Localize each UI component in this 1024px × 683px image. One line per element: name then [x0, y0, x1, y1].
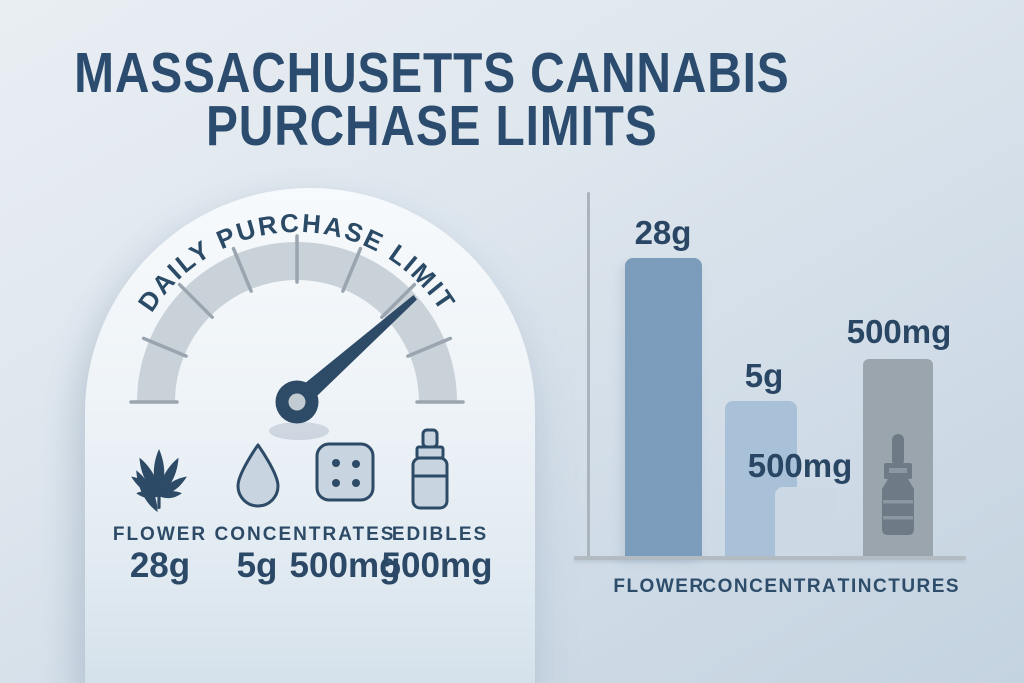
cannabis-leaf-icon [131, 449, 187, 514]
gauge-ticks [129, 234, 465, 404]
bar-value-concentrates: 5g [744, 357, 784, 394]
gauge-value-flower: 28g [129, 546, 191, 585]
gauge-band [137, 242, 457, 402]
daily-limit-gauge-card: DAILY PURCHASE LIMIT [85, 188, 535, 683]
bar-value-tinctures: 500mg [846, 313, 952, 350]
x-axis-label-concentrates: CONCENTRA″ [702, 576, 842, 597]
x-axis-label-flower: FLOWER [613, 576, 705, 597]
title-text-2: PURCHASE LIMITS [206, 94, 658, 158]
bar-value-edibles: 500mg [747, 447, 853, 484]
chart-y-axis [587, 192, 590, 558]
gauge-value-concentrates: 5g [236, 546, 278, 585]
bar-edibles [775, 487, 837, 556]
bar-tinctures [863, 359, 933, 556]
needle-shadow [269, 422, 329, 440]
bar-value-flower: 28g [634, 214, 692, 251]
x-axis-label-tinctures: TINCTURES [837, 576, 961, 597]
tincture-bottle-icon [882, 434, 914, 535]
page-title-line1: MASSACHUSETTS CANNABIS [0, 40, 864, 106]
gauge-needle [290, 295, 417, 409]
gauge-label-edibles: EDIBLES [391, 524, 489, 545]
droplet-icon [236, 443, 280, 508]
x-label-superscript-mark: ″ [837, 576, 842, 587]
chart-baseline [574, 556, 966, 560]
gauge-label-concentrates: CONCENTRATES [214, 524, 396, 545]
gauge-label-flower: FLOWER [112, 524, 208, 545]
gauge-value-edibles: 500mg [289, 546, 401, 585]
title-text-1: MASSACHUSETTS CANNABIS [74, 41, 790, 105]
gauge-graphic: DAILY PURCHASE LIMIT [129, 208, 465, 440]
bar-flower [625, 258, 702, 556]
dropper-bottle-icon [411, 428, 449, 510]
page-title-line2: PURCHASE LIMITS [0, 93, 864, 159]
needle-hub-center [288, 393, 306, 411]
gauge-value-tinctures: 500mg [381, 546, 493, 585]
dice-icon [315, 442, 375, 502]
